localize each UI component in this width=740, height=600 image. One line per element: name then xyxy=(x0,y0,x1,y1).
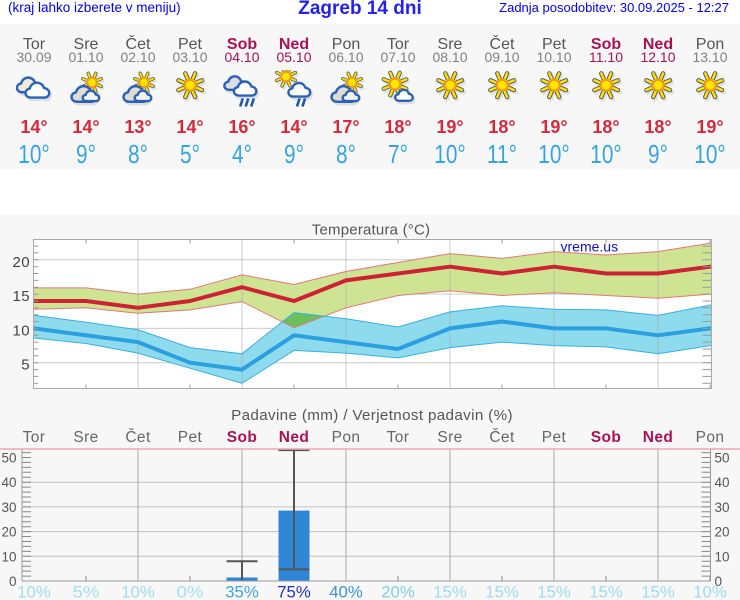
svg-text:0%: 0% xyxy=(177,584,204,600)
svg-text:10%: 10% xyxy=(693,584,727,600)
svg-text:30: 30 xyxy=(1,500,16,515)
svg-text:20%: 20% xyxy=(381,584,415,600)
svg-text:Sre: Sre xyxy=(73,429,98,446)
svg-text:40: 40 xyxy=(1,475,16,490)
svg-text:10%: 10% xyxy=(121,584,155,600)
svg-text:Padavine (mm) / Verjetnost pad: Padavine (mm) / Verjetnost padavin (%) xyxy=(231,407,513,424)
svg-text:Tor: Tor xyxy=(23,429,46,446)
svg-text:0: 0 xyxy=(715,574,723,589)
svg-text:Pet: Pet xyxy=(178,429,203,446)
svg-text:10: 10 xyxy=(715,549,730,564)
svg-text:15%: 15% xyxy=(641,584,675,600)
svg-text:35%: 35% xyxy=(225,584,259,600)
svg-text:15%: 15% xyxy=(485,584,519,600)
svg-text:15%: 15% xyxy=(589,584,623,600)
svg-text:10%: 10% xyxy=(17,584,51,600)
svg-text:Čet: Čet xyxy=(489,429,515,446)
svg-text:Ned: Ned xyxy=(279,429,309,446)
svg-text:20: 20 xyxy=(715,525,730,540)
svg-text:Pet: Pet xyxy=(542,429,567,446)
svg-text:Pon: Pon xyxy=(696,429,725,446)
svg-text:15: 15 xyxy=(13,288,31,305)
svg-text:Čet: Čet xyxy=(125,429,151,446)
svg-text:Pon: Pon xyxy=(332,429,361,446)
svg-text:0: 0 xyxy=(9,574,17,589)
svg-text:15%: 15% xyxy=(537,584,571,600)
svg-text:75%: 75% xyxy=(277,584,311,600)
svg-text:Sre: Sre xyxy=(437,429,462,446)
svg-text:50: 50 xyxy=(1,451,16,466)
svg-text:vreme.us: vreme.us xyxy=(561,239,619,255)
svg-text:Ned: Ned xyxy=(643,429,673,446)
svg-text:40: 40 xyxy=(715,475,730,490)
svg-text:20: 20 xyxy=(13,254,31,271)
svg-text:15%: 15% xyxy=(433,584,467,600)
svg-text:40%: 40% xyxy=(329,584,363,600)
svg-text:Temperatura (°C): Temperatura (°C) xyxy=(312,222,430,239)
svg-text:5: 5 xyxy=(21,357,30,374)
svg-text:10: 10 xyxy=(13,322,31,339)
svg-text:50: 50 xyxy=(715,451,730,466)
svg-text:Sob: Sob xyxy=(591,429,621,446)
svg-text:30: 30 xyxy=(715,500,730,515)
svg-text:Sob: Sob xyxy=(227,429,257,446)
svg-text:10: 10 xyxy=(1,549,16,564)
svg-text:5%: 5% xyxy=(73,584,100,600)
svg-text:20: 20 xyxy=(1,525,16,540)
svg-text:Tor: Tor xyxy=(387,429,410,446)
